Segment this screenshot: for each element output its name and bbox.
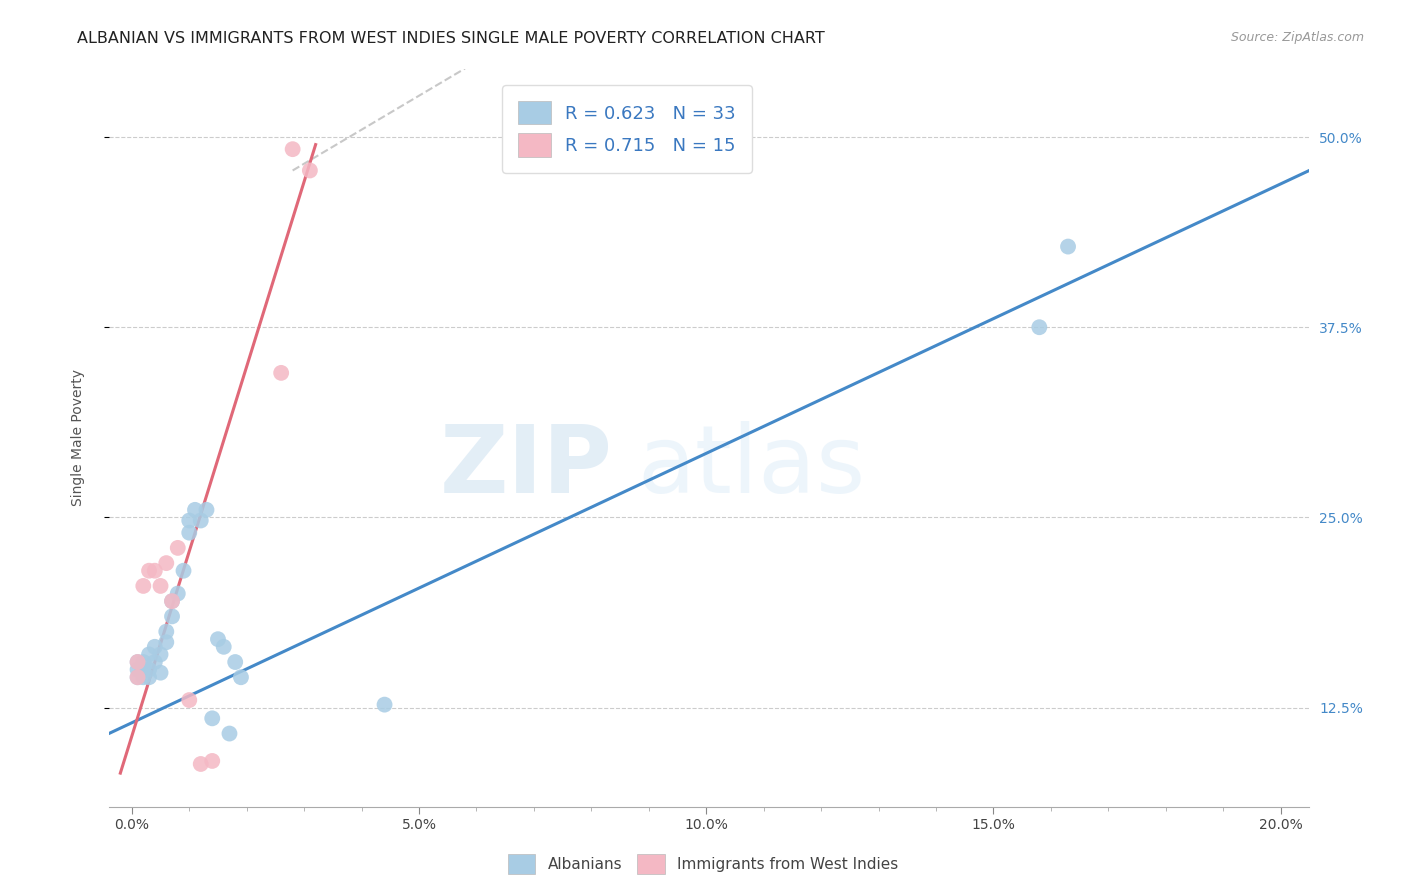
Point: [127, 655, 149, 669]
Legend: Albanians, Immigrants from West Indies: Albanians, Immigrants from West Indies: [502, 848, 904, 880]
Point: [201, 754, 224, 768]
Point: [218, 726, 240, 740]
Text: atlas: atlas: [637, 421, 865, 513]
Point: [149, 648, 172, 662]
Text: Source: ZipAtlas.com: Source: ZipAtlas.com: [1230, 31, 1364, 45]
Point: [179, 693, 201, 707]
Point: [179, 514, 201, 528]
Point: [155, 624, 177, 639]
Point: [127, 670, 149, 684]
Point: [149, 665, 172, 680]
Point: [160, 594, 183, 608]
Legend: R = 0.623   N = 33, R = 0.715   N = 15: R = 0.623 N = 33, R = 0.715 N = 15: [502, 85, 752, 173]
Point: [155, 556, 177, 570]
Point: [190, 514, 212, 528]
Point: [143, 655, 166, 669]
Point: [127, 655, 149, 669]
Point: [160, 594, 183, 608]
Point: [1028, 320, 1050, 334]
Point: [224, 655, 246, 669]
Point: [127, 670, 149, 684]
Point: [190, 756, 212, 771]
Point: [149, 579, 172, 593]
Point: [195, 503, 218, 517]
Point: [127, 663, 149, 677]
Point: [281, 142, 304, 156]
Point: [132, 670, 155, 684]
Point: [374, 698, 396, 712]
Point: [138, 564, 160, 578]
Point: [166, 586, 188, 600]
Text: ALBANIAN VS IMMIGRANTS FROM WEST INDIES SINGLE MALE POVERTY CORRELATION CHART: ALBANIAN VS IMMIGRANTS FROM WEST INDIES …: [77, 31, 825, 46]
Point: [160, 609, 183, 624]
Point: [132, 663, 155, 677]
Point: [207, 632, 229, 647]
Point: [184, 503, 207, 517]
Point: [270, 366, 292, 380]
Point: [1057, 239, 1080, 253]
Point: [229, 670, 252, 684]
Point: [166, 541, 188, 555]
Point: [155, 635, 177, 649]
Point: [173, 564, 195, 578]
Point: [298, 163, 321, 178]
Text: ZIP: ZIP: [440, 421, 613, 513]
Point: [138, 648, 160, 662]
Point: [179, 525, 201, 540]
Point: [138, 670, 160, 684]
Y-axis label: Single Male Poverty: Single Male Poverty: [72, 369, 86, 506]
Point: [138, 663, 160, 677]
Point: [143, 564, 166, 578]
Point: [143, 640, 166, 654]
Point: [212, 640, 235, 654]
Point: [201, 711, 224, 725]
Point: [132, 579, 155, 593]
Point: [132, 655, 155, 669]
